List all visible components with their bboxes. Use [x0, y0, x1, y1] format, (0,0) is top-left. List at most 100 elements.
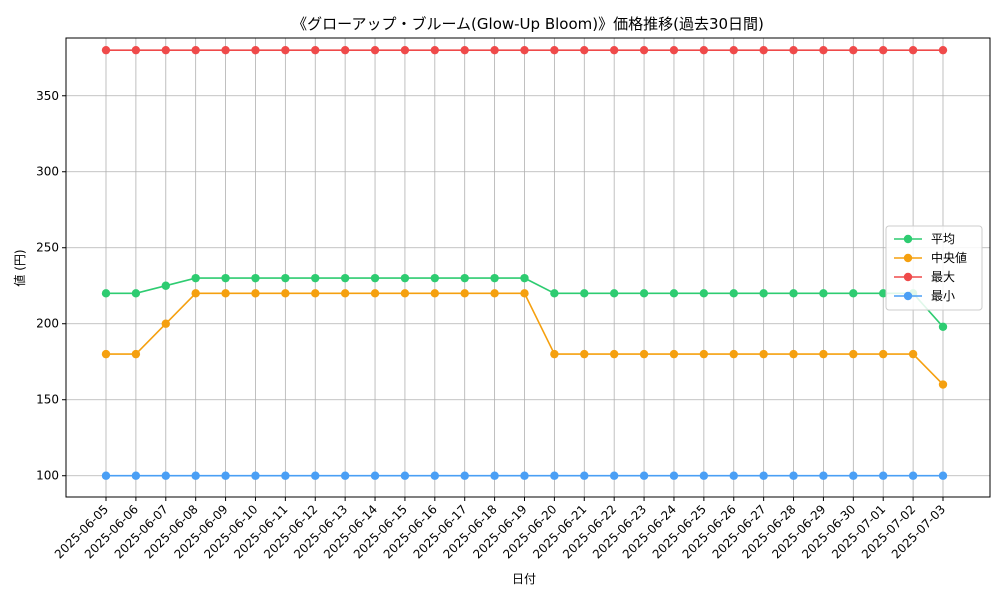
data-point — [729, 289, 738, 298]
data-point — [251, 289, 260, 298]
data-point — [490, 471, 499, 480]
plot-frame — [65, 37, 991, 498]
data-point — [191, 45, 200, 55]
data-point — [221, 289, 230, 298]
data-point — [938, 380, 948, 389]
data-point — [699, 471, 709, 480]
data-point — [639, 45, 649, 55]
data-point — [131, 289, 141, 298]
chart-title: 《グローアップ・ブルーム(Glow-Up Bloom)》価格推移(過去30日間) — [292, 15, 764, 33]
data-point — [520, 45, 529, 55]
data-point — [908, 45, 918, 55]
y-axis: 100 150 200 250 300 350 — [36, 89, 66, 483]
series-最小 — [101, 471, 948, 480]
data-point — [370, 289, 380, 298]
series-中央値 — [101, 289, 948, 389]
data-point — [281, 471, 290, 480]
data-point — [759, 45, 768, 55]
data-point — [849, 349, 858, 359]
data-point — [251, 471, 260, 480]
data-point — [460, 289, 469, 298]
data-point — [789, 471, 798, 480]
data-point — [669, 289, 679, 298]
data-point — [669, 45, 679, 55]
data-point — [340, 45, 350, 55]
data-point — [789, 289, 798, 298]
data-point — [729, 349, 738, 359]
data-point — [759, 471, 768, 480]
data-point — [311, 471, 320, 480]
data-point — [729, 471, 738, 480]
data-point — [430, 289, 440, 298]
data-point — [669, 471, 679, 480]
data-point — [311, 273, 320, 283]
data-point — [101, 289, 111, 298]
data-point — [460, 471, 469, 480]
data-point — [221, 45, 230, 55]
y-tick-label: 300 — [36, 165, 59, 179]
data-point — [879, 289, 888, 298]
data-point — [609, 349, 619, 359]
data-point — [550, 289, 559, 298]
data-point — [819, 349, 828, 359]
data-point — [131, 471, 141, 480]
data-point — [221, 471, 230, 480]
legend-marker — [903, 253, 913, 263]
data-point — [609, 289, 619, 298]
grid — [66, 38, 990, 497]
data-point — [281, 45, 290, 55]
data-point — [490, 289, 499, 298]
series-layer — [101, 45, 948, 480]
data-point — [131, 45, 141, 55]
y-tick-label: 350 — [36, 89, 59, 103]
data-point — [460, 45, 469, 55]
data-point — [131, 349, 141, 359]
data-point — [101, 471, 111, 480]
data-point — [849, 471, 858, 480]
data-point — [161, 45, 170, 55]
data-point — [251, 273, 260, 283]
data-point — [460, 273, 469, 283]
data-point — [580, 289, 589, 298]
data-point — [938, 322, 948, 331]
legend-label: 最小 — [931, 289, 955, 303]
data-point — [400, 471, 410, 480]
data-point — [819, 471, 828, 480]
series-平均 — [101, 273, 948, 331]
y-tick-label: 250 — [36, 241, 59, 255]
data-point — [161, 319, 170, 328]
data-point — [520, 471, 529, 480]
data-point — [580, 471, 589, 480]
legend-marker — [903, 272, 913, 282]
data-point — [281, 273, 290, 283]
data-point — [400, 45, 410, 55]
data-point — [609, 45, 619, 55]
data-point — [101, 45, 111, 55]
data-point — [699, 289, 709, 298]
data-point — [520, 289, 529, 298]
y-axis-label: 値 (円) — [12, 249, 27, 286]
data-point — [191, 289, 200, 298]
data-point — [819, 45, 828, 55]
data-point — [340, 471, 350, 480]
data-point — [281, 289, 290, 298]
data-point — [430, 45, 440, 55]
data-point — [759, 289, 768, 298]
data-point — [908, 349, 918, 359]
data-point — [490, 273, 499, 283]
data-point — [819, 289, 828, 298]
data-point — [879, 349, 888, 359]
legend-marker — [903, 291, 913, 301]
data-point — [580, 349, 589, 359]
x-axis: 2025-06-052025-06-062025-06-072025-06-08… — [52, 497, 948, 561]
data-point — [221, 273, 230, 283]
data-point — [879, 45, 888, 55]
data-point — [191, 471, 200, 480]
data-point — [789, 349, 798, 359]
data-point — [550, 45, 559, 55]
data-point — [609, 471, 619, 480]
data-point — [161, 281, 170, 290]
y-tick-label: 100 — [36, 469, 59, 483]
data-point — [879, 471, 888, 480]
